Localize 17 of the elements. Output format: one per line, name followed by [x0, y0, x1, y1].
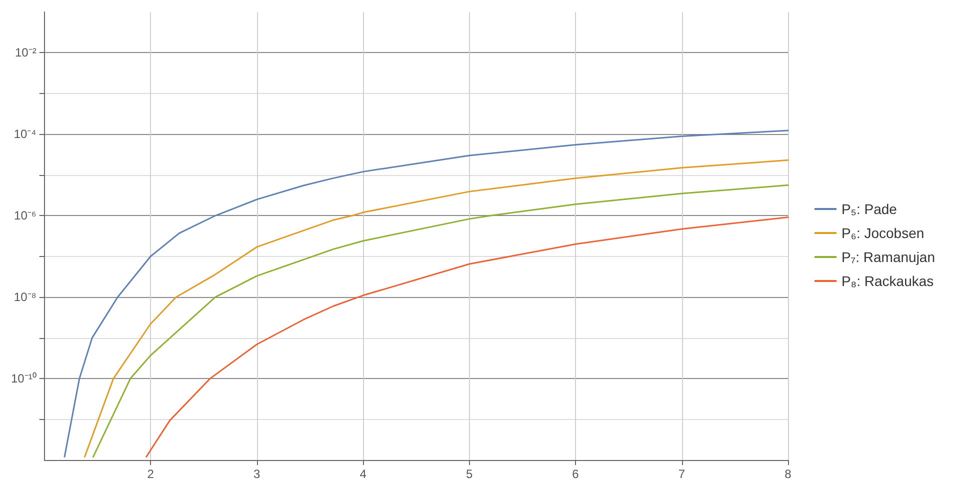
x-tick-label: 2 — [147, 467, 154, 481]
x-tick-label: 4 — [360, 467, 367, 481]
y-tick-label: 10⁻⁸ — [14, 290, 36, 304]
y-tick-label: 10⁻¹⁰ — [11, 372, 36, 386]
legend-label: P₇: Ramanujan — [841, 249, 935, 265]
x-tick-label: 5 — [466, 467, 473, 481]
y-tick-label: 10⁻⁴ — [14, 127, 36, 142]
y-tick-label: 10⁻⁶ — [14, 208, 36, 223]
x-tick-label: 6 — [572, 467, 580, 481]
x-tick-label: 3 — [253, 467, 260, 481]
x-tick-label: 8 — [784, 467, 792, 481]
legend-label: P₆: Jocobsen — [841, 225, 924, 241]
x-tick-label: 7 — [678, 467, 686, 481]
legend-label: P₈: Rackaukas — [841, 273, 934, 289]
y-tick-label: 10⁻² — [15, 46, 36, 60]
legend-label: P₅: Pade — [841, 201, 898, 217]
line-series — [146, 216, 789, 458]
